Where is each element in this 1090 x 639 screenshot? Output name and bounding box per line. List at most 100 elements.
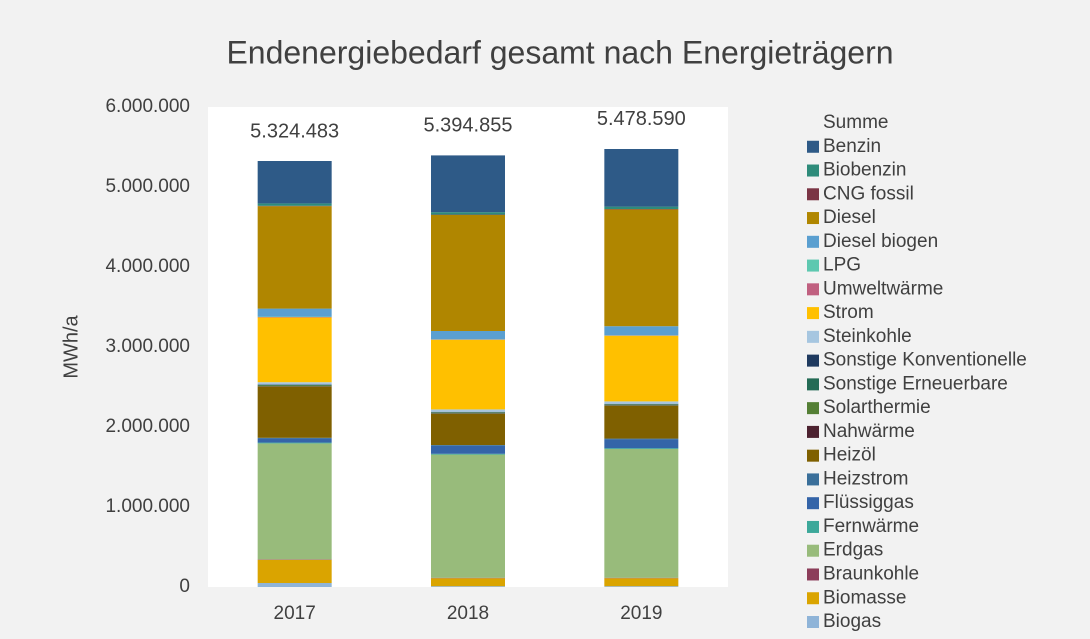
bar-segment — [257, 559, 332, 583]
bar-segment — [431, 215, 505, 331]
legend-label: Solarthermie — [823, 397, 931, 418]
bar-segment — [604, 449, 679, 578]
y-tick-label: 1.000.000 — [105, 496, 190, 517]
bar-segment — [431, 453, 505, 455]
legend-swatch — [807, 164, 819, 177]
bar-segment — [431, 578, 505, 587]
bar-segment — [431, 586, 505, 587]
legend-label: Sonstige Konventionelle — [823, 350, 1027, 371]
bar-segment — [257, 438, 332, 443]
legend-swatch — [807, 616, 819, 628]
bar-segment — [257, 443, 332, 560]
bar-segment — [257, 161, 332, 204]
bar-segment — [604, 438, 679, 440]
legend-swatch — [807, 568, 819, 581]
legend-label: Nahwärme — [823, 421, 915, 442]
legend-swatch — [807, 520, 819, 533]
bar-segment — [604, 578, 679, 587]
y-tick-label: 3.000.000 — [105, 336, 190, 357]
legend-label: Strom — [823, 302, 874, 323]
bar-segment — [257, 437, 332, 439]
x-tick-label: 2018 — [447, 603, 489, 624]
bar-segment — [257, 385, 332, 387]
legend-label: Flüssiggas — [823, 492, 914, 513]
bar-segment — [604, 335, 679, 402]
chart-title: Endenergiebedarf gesamt nach Energieträg… — [226, 34, 893, 70]
bar-segment — [604, 405, 679, 439]
legend-swatch — [807, 188, 819, 201]
bar-segment — [604, 448, 679, 449]
bar-segment — [257, 583, 332, 587]
bar-segment — [431, 409, 505, 412]
bar-segment — [431, 413, 505, 445]
legend-swatch — [807, 307, 819, 320]
legend-label: LPG — [823, 255, 861, 276]
legend-label: Biobenzin — [823, 160, 906, 181]
legend-label: CNG fossil — [823, 183, 914, 204]
legend-swatch — [807, 330, 819, 343]
bar-segment — [431, 339, 505, 410]
legend-label: Steinkohle — [823, 326, 912, 347]
y-axis-label: MWh/a — [60, 314, 82, 378]
legend-swatch — [807, 497, 819, 510]
legend-label: Sonstige Erneuerbare — [823, 373, 1008, 394]
legend-swatch — [807, 544, 819, 557]
y-tick-label: 0 — [179, 576, 190, 597]
bar-segment — [604, 206, 679, 209]
legend-swatch — [807, 378, 819, 391]
bar-segment — [257, 308, 332, 317]
legend-swatch — [807, 212, 819, 225]
bar-segment — [604, 209, 679, 327]
legend-label: Benzin — [823, 136, 881, 157]
bar-segment — [431, 445, 505, 454]
y-tick-label: 2.000.000 — [105, 416, 190, 437]
bar-segment — [257, 206, 332, 309]
y-tick-label: 4.000.000 — [105, 256, 190, 277]
total-label: 5.478.590 — [597, 108, 686, 130]
x-tick-label: 2017 — [274, 603, 316, 624]
bar-segment — [604, 439, 679, 449]
legend-swatch — [807, 283, 819, 296]
legend-swatch — [807, 473, 819, 486]
x-tick-label: 2019 — [620, 603, 662, 624]
total-label: 5.324.483 — [250, 120, 339, 142]
bar-segment — [431, 454, 505, 578]
legend-label: Heizstrom — [823, 468, 909, 489]
bar-segment — [257, 442, 332, 444]
bar-segment — [604, 401, 679, 404]
bar-segment — [431, 412, 505, 414]
bar-segment — [431, 212, 505, 215]
bar-segment — [257, 317, 332, 383]
bar-segment — [257, 382, 332, 385]
legend-label: Summe — [823, 112, 888, 133]
bar-segment — [431, 155, 505, 213]
legend-swatch — [807, 354, 819, 367]
legend-label: Umweltwärme — [823, 278, 943, 299]
legend-label: Heizöl — [823, 445, 876, 466]
bar-segment — [604, 404, 679, 406]
y-tick-label: 5.000.000 — [105, 176, 190, 197]
legend-swatch — [807, 235, 819, 248]
legend-swatch — [807, 402, 819, 415]
legend-label: Diesel — [823, 207, 876, 228]
total-label: 5.394.855 — [424, 115, 513, 137]
legend-label: Diesel biogen — [823, 231, 938, 252]
legend-label: Fernwärme — [823, 516, 919, 537]
legend-label: Erdgas — [823, 540, 883, 561]
bar-segment — [431, 331, 505, 339]
bar-segment — [604, 149, 679, 207]
legend-swatch — [807, 259, 819, 272]
legend-label: Biogas — [823, 611, 881, 632]
legend-swatch — [807, 425, 819, 438]
y-tick-label: 6.000.000 — [105, 96, 190, 117]
legend-swatch — [807, 592, 819, 605]
bar-segment — [257, 203, 332, 206]
bar-segment — [604, 326, 679, 335]
legend-swatch — [807, 449, 819, 462]
bar-segment — [257, 386, 332, 438]
legend-label: Biomasse — [823, 587, 906, 608]
legend-label: Braunkohle — [823, 563, 919, 584]
bar-segment — [604, 586, 679, 587]
legend-swatch — [807, 140, 819, 153]
